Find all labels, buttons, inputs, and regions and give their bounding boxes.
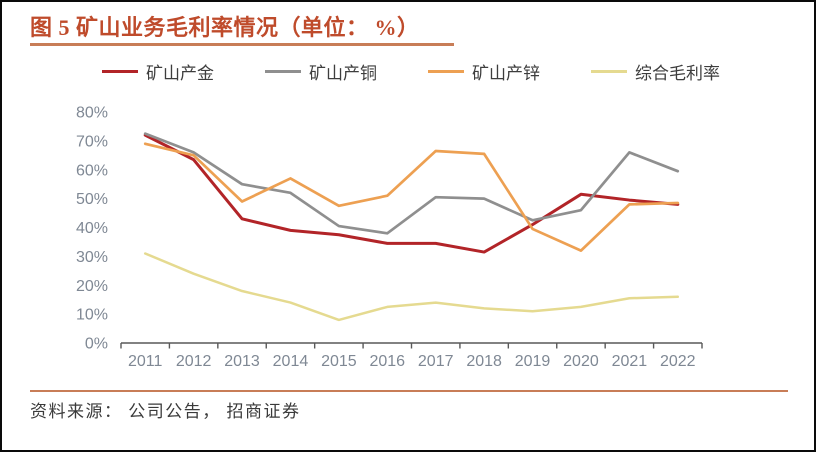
series-line [143,133,680,254]
x-axis-tick-label: 2015 [321,353,357,370]
x-axis-tick-label: 2022 [660,353,696,370]
x-axis-tick-label: 2017 [418,353,454,370]
legend-label: 矿山产铜 [309,63,377,83]
source-divider [30,390,788,392]
y-axis-tick-label: 60% [76,162,108,179]
line-chart: 0% 10% 20% 30% 40% 50% 60% 70% 80% 2011 2012 2013 20… [52,92,717,387]
chart-legend: 矿山产金 矿山产铜 矿山产锌 综合毛利率 [102,59,720,84]
y-axis-tick-label: 0% [85,336,108,353]
legend-line-swatch [428,69,464,73]
legend-line-swatch [591,69,627,73]
legend-label: 矿山产金 [146,63,214,83]
series-line [143,132,680,235]
series-line [143,252,680,322]
legend-item: 综合毛利率 [591,59,720,84]
legend-label: 矿山产锌 [472,63,540,83]
x-axis-tick-label: 2013 [224,353,260,370]
x-axis-tick-label: 2019 [515,353,551,370]
legend-line-swatch [102,69,138,73]
y-axis-tick-label: 30% [76,249,108,266]
y-axis-tick-label: 50% [76,191,108,208]
source-note: 资料来源： 公司公告， 招商证券 [30,402,301,421]
legend-item: 矿山产金 [102,59,214,84]
legend-item: 矿山产铜 [265,59,377,84]
legend-item: 矿山产锌 [428,59,540,84]
legend-label: 综合毛利率 [635,63,720,83]
x-axis-tick-label: 2021 [612,353,648,370]
series-line [143,142,680,252]
x-axis-tick-label: 2018 [466,353,502,370]
x-axis-tick-label: 2020 [563,353,599,370]
x-axis-tick-label: 2011 [128,353,163,370]
y-axis-tick-label: 20% [76,278,108,295]
x-axis-tick-label: 2016 [369,353,405,370]
y-axis-tick-label: 80% [76,105,108,122]
y-axis-tick-label: 10% [76,307,108,324]
legend-line-swatch [265,69,301,73]
title-underline [30,43,454,46]
y-axis-tick-label: 40% [76,220,108,237]
x-axis-tick-label: 2012 [176,353,212,370]
chart-svg: 0% 10% 20% 30% 40% 50% 60% 70% 80% 2011 2012 2013 20… [76,105,703,370]
y-axis-tick-label: 70% [76,133,108,150]
figure-title: 图 5 矿山业务毛利率情况（单位： %） [30,15,420,40]
x-axis-tick-label: 2014 [273,353,309,370]
